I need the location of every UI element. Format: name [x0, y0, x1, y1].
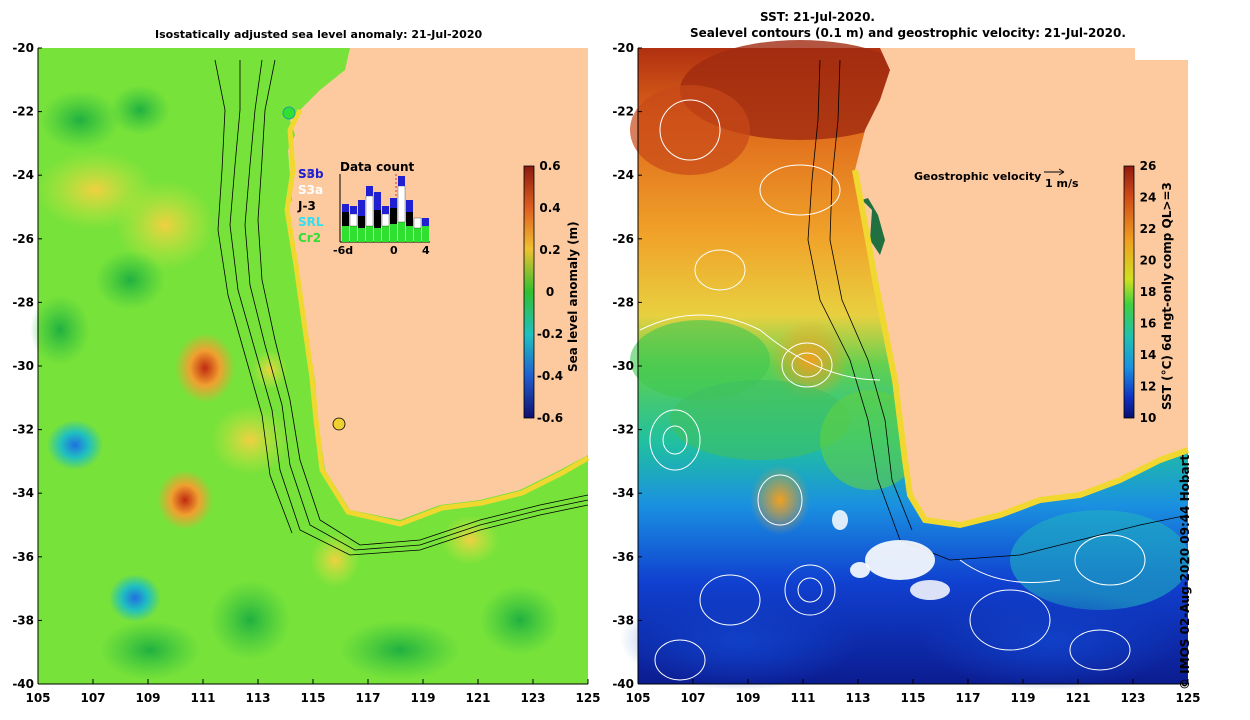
sla-colorbar-title: Sea level anomaly (m) [566, 221, 580, 372]
left-lat-tick-label: -30 [12, 359, 34, 373]
left-lon-tick-label: 115 [300, 691, 325, 705]
sla-colorbar [523, 165, 535, 419]
left-lon-tick-label: 119 [410, 691, 435, 705]
sst-colorbar-tick: 22 [1140, 222, 1157, 236]
sla-colorbar-tick: -0.4 [537, 369, 563, 383]
left-lon-tick-label: 107 [80, 691, 105, 705]
sst-colorbar [1123, 165, 1135, 419]
right-lat-tick-label: -22 [612, 105, 634, 119]
right-lon-tick-label: 119 [1010, 691, 1035, 705]
right-lon-tick-label: 107 [680, 691, 705, 705]
satellite-label-s3a: S3a [298, 183, 324, 197]
left-panel-title: Isostatically adjusted sea level anomaly… [155, 28, 483, 41]
left-lon-tick-label: 121 [465, 691, 490, 705]
sst-colorbar-tick: 18 [1140, 285, 1157, 299]
right-lon-tick-label: 109 [735, 691, 760, 705]
left-lat-tick-label: -24 [12, 168, 34, 182]
sst-colorbar-tick: 14 [1140, 348, 1157, 362]
right-lon-tick-label: 113 [845, 691, 870, 705]
geostrophic-scale-arrow [1044, 168, 1065, 176]
geostrophic-scale-label: 1 m/s [1045, 177, 1079, 190]
sla-colorbar-tick: -0.2 [537, 327, 563, 341]
right-lon-tick-label: 125 [1175, 691, 1200, 705]
right-lat-tick-label: -40 [612, 677, 634, 691]
sla-colorbar-tick: 0.6 [539, 159, 560, 173]
histogram-bars [342, 176, 429, 242]
right-lat-tick-label: -38 [612, 613, 634, 627]
right-lat-tick-label: -28 [612, 295, 634, 309]
left-lat-tick-label: -22 [12, 105, 34, 119]
sst-colorbar-tick: 20 [1140, 254, 1157, 268]
histogram-xlabel-zero: 0 [390, 244, 398, 257]
sst-colorbar-tick: 10 [1140, 411, 1157, 425]
satellite-label-cr2: Cr2 [298, 231, 322, 245]
sst-colorbar-title: SST (°C) 6d ngt-only comp QL>=3 [1160, 182, 1174, 410]
geostrophic-velocity-label: Geostrophic velocity [914, 170, 1042, 183]
histogram-xlabel-start: -6d [333, 244, 354, 257]
data-count-title: Data count [340, 160, 415, 174]
left-lon-tick-label: 125 [575, 691, 600, 705]
sealevel-contours [639, 99, 1146, 681]
right-lat-tick-label: -20 [612, 41, 634, 55]
left-lon-tick-label: 117 [355, 691, 380, 705]
right-lon-tick-label: 117 [955, 691, 980, 705]
satellite-label-srl: SRL [298, 215, 324, 229]
sst-colorbar-tick: 26 [1140, 159, 1157, 173]
right-panel-title-line2: Sealevel contours (0.1 m) and geostrophi… [690, 26, 1126, 40]
right-lat-tick-label: -36 [612, 550, 634, 564]
left-lon-tick-label: 113 [245, 691, 270, 705]
right-lat-tick-label: -34 [612, 486, 634, 500]
sla-colorbar-tick: -0.6 [537, 411, 563, 425]
right-lon-tick-label: 111 [790, 691, 815, 705]
right-lat-tick-label: -24 [612, 168, 634, 182]
left-lat-tick-label: -26 [12, 232, 34, 246]
right-lon-tick-label: 123 [1120, 691, 1145, 705]
right-lat-tick-label: -32 [612, 423, 634, 437]
right-lon-tick-label: 121 [1065, 691, 1090, 705]
left-lon-tick-label: 105 [25, 691, 50, 705]
right-lat-tick-label: -30 [612, 359, 634, 373]
left-lat-tick-label: -34 [12, 486, 34, 500]
colorbar-tick-layer: 0.6 0.4 0.2 0 -0.2 -0.4 -0.6 26 24 22 20 18 16 14 12 10 [537, 159, 1156, 425]
right-lat-tick-label: -26 [612, 232, 634, 246]
sla-colorbar-tick: 0.2 [539, 243, 560, 257]
left-lon-tick-label: 109 [135, 691, 160, 705]
left-lat-tick-label: -28 [12, 295, 34, 309]
imos-credit: © IMOS 02-Aug-2020 09:44 Hobart [1178, 454, 1192, 690]
sst-colorbar-tick: 12 [1140, 380, 1157, 394]
sst-colorbar-tick: 24 [1140, 191, 1157, 205]
sla-colorbar-tick: 0.4 [539, 201, 560, 215]
histogram-xlabel-end: 4 [422, 244, 430, 257]
right-lon-tick-label: 105 [625, 691, 650, 705]
left-lon-tick-label: 111 [190, 691, 215, 705]
cloud-mask [832, 510, 950, 600]
sla-map [30, 48, 590, 685]
left-lat-tick-label: -40 [12, 677, 34, 691]
left-lat-tick-label: -38 [12, 613, 34, 627]
left-lat-tick-label: -20 [12, 41, 34, 55]
left-lon-tick-label: 123 [520, 691, 545, 705]
left-lat-tick-label: -32 [12, 423, 34, 437]
sst-colorbar-tick: 16 [1140, 317, 1157, 331]
satellite-label-s6: S6 [298, 167, 315, 181]
data-count-histogram [339, 174, 430, 243]
sst-map [620, 40, 1190, 690]
satellite-label-s3b: S3b [298, 167, 324, 181]
right-lon-tick-label: 115 [900, 691, 925, 705]
sla-colorbar-tick: 0 [546, 285, 554, 299]
left-lat-tick-label: -36 [12, 550, 34, 564]
right-panel-title-line1: SST: 21-Jul-2020. [760, 10, 875, 24]
satellite-label-j3: J-3 [298, 199, 316, 213]
